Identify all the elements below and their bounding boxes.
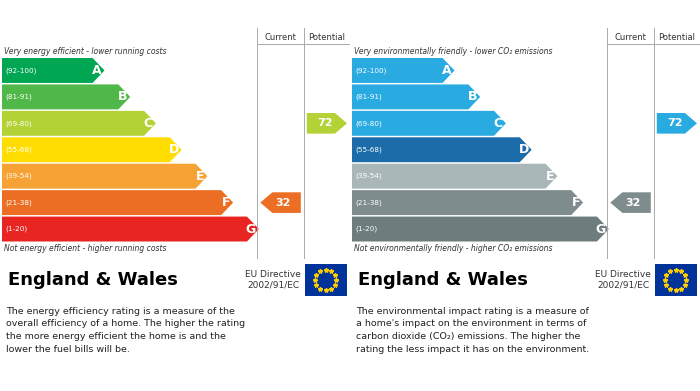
Polygon shape bbox=[2, 164, 207, 188]
Text: (55-68): (55-68) bbox=[5, 147, 32, 153]
Text: The energy efficiency rating is a measure of the
overall efficiency of a home. T: The energy efficiency rating is a measur… bbox=[6, 307, 245, 353]
Polygon shape bbox=[2, 58, 104, 83]
Text: Environmental Impact (CO₂) Rating: Environmental Impact (CO₂) Rating bbox=[357, 7, 589, 20]
Text: England & Wales: England & Wales bbox=[8, 271, 178, 289]
Text: (1-20): (1-20) bbox=[5, 226, 27, 232]
Text: England & Wales: England & Wales bbox=[358, 271, 528, 289]
Text: D: D bbox=[519, 143, 528, 156]
Text: 72: 72 bbox=[317, 118, 332, 128]
Text: (81-91): (81-91) bbox=[5, 93, 32, 100]
Text: F: F bbox=[222, 196, 230, 209]
Text: Not energy efficient - higher running costs: Not energy efficient - higher running co… bbox=[4, 244, 167, 253]
Text: The environmental impact rating is a measure of
a home's impact on the environme: The environmental impact rating is a mea… bbox=[356, 307, 589, 353]
Text: G: G bbox=[596, 222, 606, 235]
Text: Potential: Potential bbox=[659, 34, 695, 43]
Text: B: B bbox=[118, 90, 127, 103]
Polygon shape bbox=[352, 84, 480, 109]
Text: (55-68): (55-68) bbox=[355, 147, 382, 153]
Polygon shape bbox=[2, 137, 182, 162]
Text: 32: 32 bbox=[625, 197, 640, 208]
Text: Current: Current bbox=[265, 34, 297, 43]
Text: E: E bbox=[546, 170, 554, 183]
Polygon shape bbox=[352, 137, 532, 162]
Text: (1-20): (1-20) bbox=[355, 226, 377, 232]
Text: EU Directive
2002/91/EC: EU Directive 2002/91/EC bbox=[245, 270, 301, 290]
Text: (92-100): (92-100) bbox=[5, 67, 36, 74]
Text: 32: 32 bbox=[275, 197, 290, 208]
Text: Not environmentally friendly - higher CO₂ emissions: Not environmentally friendly - higher CO… bbox=[354, 244, 552, 253]
Text: (81-91): (81-91) bbox=[355, 93, 382, 100]
Polygon shape bbox=[352, 58, 454, 83]
Text: (92-100): (92-100) bbox=[355, 67, 386, 74]
Polygon shape bbox=[352, 217, 609, 242]
Text: E: E bbox=[196, 170, 204, 183]
Text: (69-80): (69-80) bbox=[5, 120, 32, 127]
Text: (21-38): (21-38) bbox=[5, 199, 32, 206]
Text: C: C bbox=[144, 117, 153, 130]
Polygon shape bbox=[657, 113, 697, 134]
Bar bbox=[654, 264, 696, 296]
Polygon shape bbox=[2, 190, 233, 215]
Text: A: A bbox=[92, 64, 102, 77]
Polygon shape bbox=[352, 164, 557, 188]
Text: Potential: Potential bbox=[309, 34, 345, 43]
Polygon shape bbox=[352, 111, 506, 136]
Text: Very energy efficient - lower running costs: Very energy efficient - lower running co… bbox=[4, 47, 167, 56]
Text: (21-38): (21-38) bbox=[355, 199, 382, 206]
Polygon shape bbox=[610, 192, 651, 213]
Text: A: A bbox=[442, 64, 452, 77]
Text: F: F bbox=[572, 196, 580, 209]
Polygon shape bbox=[2, 84, 130, 109]
Polygon shape bbox=[307, 113, 347, 134]
Text: (39-54): (39-54) bbox=[5, 173, 32, 179]
Polygon shape bbox=[260, 192, 301, 213]
Bar bbox=[304, 264, 346, 296]
Text: Energy Efficiency Rating: Energy Efficiency Rating bbox=[7, 7, 169, 20]
Text: B: B bbox=[468, 90, 477, 103]
Text: D: D bbox=[169, 143, 178, 156]
Text: 72: 72 bbox=[667, 118, 682, 128]
Polygon shape bbox=[352, 190, 583, 215]
Text: Very environmentally friendly - lower CO₂ emissions: Very environmentally friendly - lower CO… bbox=[354, 47, 552, 56]
Polygon shape bbox=[2, 111, 156, 136]
Text: Current: Current bbox=[615, 34, 647, 43]
Text: EU Directive
2002/91/EC: EU Directive 2002/91/EC bbox=[595, 270, 651, 290]
Text: (39-54): (39-54) bbox=[355, 173, 382, 179]
Text: (69-80): (69-80) bbox=[355, 120, 382, 127]
Text: G: G bbox=[246, 222, 256, 235]
Text: C: C bbox=[494, 117, 503, 130]
Polygon shape bbox=[2, 217, 259, 242]
